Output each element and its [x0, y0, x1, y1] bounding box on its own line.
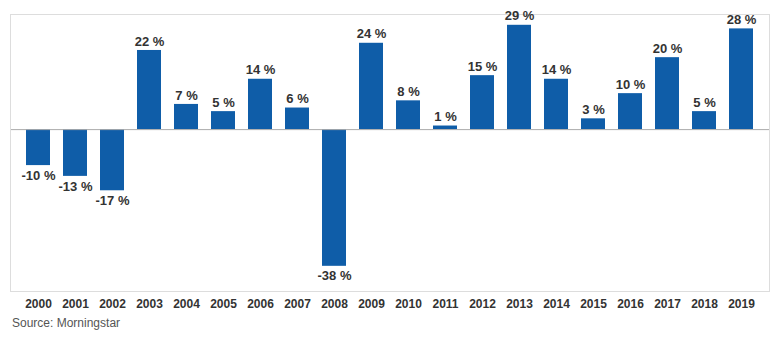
svg-text:8 %: 8 %	[397, 84, 420, 99]
svg-text:24 %: 24 %	[357, 26, 387, 41]
svg-text:2016: 2016	[617, 297, 644, 311]
svg-text:28 %: 28 %	[727, 12, 757, 27]
svg-text:2006: 2006	[247, 297, 274, 311]
svg-text:6 %: 6 %	[286, 91, 309, 106]
html-text:Source: Morningstar: Source: Morningstar	[12, 316, 120, 330]
svg-text:2002: 2002	[99, 297, 126, 311]
svg-text:2005: 2005	[210, 297, 237, 311]
svg-text:5 %: 5 %	[693, 95, 716, 110]
svg-text:3 %: 3 %	[582, 102, 605, 117]
svg-text:20 %: 20 %	[653, 41, 683, 56]
svg-text:29 %: 29 %	[505, 8, 535, 23]
svg-text:2012: 2012	[469, 297, 496, 311]
svg-text:-13 %: -13 %	[59, 179, 93, 194]
svg-text:2004: 2004	[173, 297, 200, 311]
svg-text:2014: 2014	[543, 297, 570, 311]
svg-text:5 %: 5 %	[212, 95, 235, 110]
svg-text:10 %: 10 %	[616, 77, 646, 92]
svg-text:2001: 2001	[62, 297, 89, 311]
svg-text:2007: 2007	[284, 297, 311, 311]
svg-text:22 %: 22 %	[135, 34, 165, 49]
svg-text:2011: 2011	[432, 297, 458, 311]
svg-text:2009: 2009	[358, 297, 385, 311]
svg-text:2018: 2018	[691, 297, 718, 311]
svg-text:-10 %: -10 %	[22, 168, 56, 183]
svg-text:-38 %: -38 %	[318, 268, 352, 283]
svg-text:2019: 2019	[728, 297, 755, 311]
svg-text:2010: 2010	[395, 297, 422, 311]
svg-text:2000: 2000	[25, 297, 52, 311]
svg-text:-17 %: -17 %	[96, 193, 130, 208]
svg-text:2015: 2015	[580, 297, 607, 311]
svg-text:2003: 2003	[136, 297, 163, 311]
svg-text:1 %: 1 %	[434, 109, 457, 124]
svg-text:2017: 2017	[654, 297, 681, 311]
svg-text:2013: 2013	[506, 297, 533, 311]
svg-text:14 %: 14 %	[542, 62, 572, 77]
svg-text:2008: 2008	[321, 297, 348, 311]
svg-text:15 %: 15 %	[468, 59, 498, 74]
svg-text:7 %: 7 %	[175, 88, 198, 103]
svg-text:14 %: 14 %	[246, 62, 276, 77]
